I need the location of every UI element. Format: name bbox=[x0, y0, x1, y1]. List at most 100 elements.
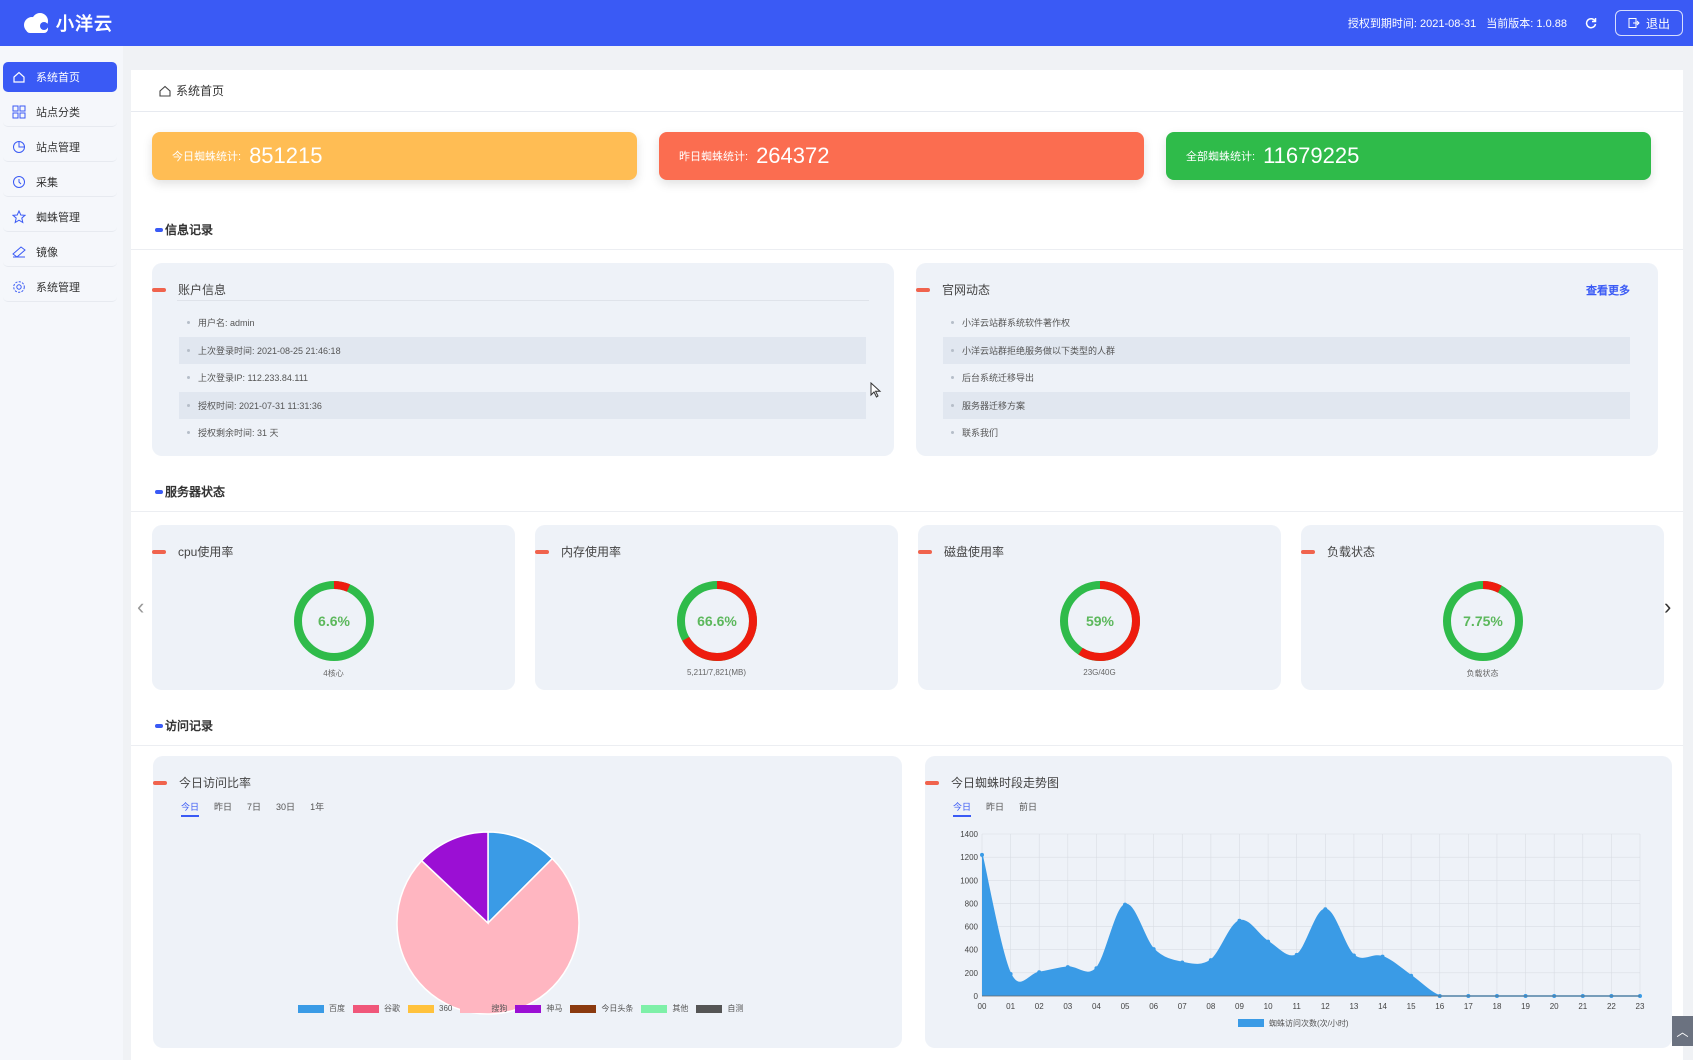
sidebar-item-collect[interactable]: 采集 bbox=[3, 167, 117, 197]
gauge: 6.6% bbox=[292, 579, 376, 663]
carousel-prev-icon[interactable]: ‹ bbox=[137, 594, 145, 619]
legend-label: 神马 bbox=[546, 1004, 563, 1013]
gauge-panel-disk: 磁盘使用率 59% 23G/40G bbox=[918, 525, 1281, 690]
gauge-ring bbox=[1060, 581, 1140, 661]
gauge-fill bbox=[1060, 581, 1140, 661]
sidebar-item-spider[interactable]: 蜘蛛管理 bbox=[3, 202, 117, 232]
data-point[interactable] bbox=[1008, 972, 1013, 977]
area-fill bbox=[982, 854, 1640, 996]
grid-icon bbox=[11, 104, 26, 119]
news-item[interactable]: 联系我们 bbox=[943, 419, 1630, 447]
logo[interactable]: 小洋云 bbox=[22, 10, 113, 36]
sidebar-item-label: 站点分类 bbox=[36, 106, 80, 119]
legend-label: 百度 bbox=[329, 1004, 345, 1013]
panel-title-text: cpu使用率 bbox=[178, 545, 234, 559]
gauge-subtitle: 23G/40G bbox=[1083, 668, 1116, 677]
gauge-value: 66.6% bbox=[697, 613, 737, 629]
tab-today[interactable]: 今日 bbox=[181, 800, 200, 817]
tab-1year[interactable]: 1年 bbox=[310, 802, 325, 812]
sidebar-item-mirror[interactable]: 镜像 bbox=[3, 237, 117, 267]
section-title-text: 信息记录 bbox=[165, 223, 214, 237]
data-point[interactable] bbox=[1208, 958, 1213, 963]
news-item[interactable]: 小洋云站群拒绝服务做以下类型的人群 bbox=[943, 336, 1630, 364]
tab-30days[interactable]: 30日 bbox=[276, 802, 296, 812]
stat-card-today: 今日蜘蛛统计: 851215 bbox=[152, 132, 637, 180]
data-point[interactable] bbox=[1151, 947, 1156, 952]
x-tick-label: 19 bbox=[1521, 1002, 1530, 1011]
panel-marker bbox=[918, 549, 932, 554]
data-point[interactable] bbox=[1123, 902, 1128, 907]
sidebar-item-site-category[interactable]: 站点分类 bbox=[3, 97, 117, 127]
news-item[interactable]: 服务器迁移方案 bbox=[943, 391, 1630, 419]
panel-title-text: 负载状态 bbox=[1327, 545, 1376, 559]
data-point[interactable] bbox=[1065, 965, 1070, 970]
data-point[interactable] bbox=[1409, 973, 1414, 978]
tab-yesterday[interactable]: 昨日 bbox=[214, 802, 233, 812]
panel-marker bbox=[535, 549, 549, 554]
view-more-link[interactable]: 查看更多 bbox=[1586, 285, 1630, 297]
section-marker bbox=[155, 489, 163, 494]
gauge-panel-memory: 内存使用率 66.6% 5,211/7,821(MB) bbox=[535, 525, 898, 690]
legend-item[interactable]: 360 bbox=[408, 1003, 452, 1014]
section-marker bbox=[155, 723, 163, 728]
gear-icon bbox=[11, 279, 26, 294]
clock-icon bbox=[11, 174, 26, 189]
legend-item[interactable]: 自测 bbox=[696, 1003, 743, 1014]
y-tick-label: 1000 bbox=[960, 876, 978, 885]
x-tick-label: 23 bbox=[1636, 1002, 1645, 1011]
gauge-subtitle: 负载状态 bbox=[1466, 669, 1499, 678]
panel-marker bbox=[153, 780, 167, 785]
data-point[interactable] bbox=[1351, 953, 1356, 958]
x-tick-label: 17 bbox=[1464, 1002, 1473, 1011]
y-tick-label: 1400 bbox=[960, 830, 978, 839]
carousel-next-icon[interactable]: › bbox=[1664, 594, 1672, 619]
sidebar-item-site-manage[interactable]: 站点管理 bbox=[3, 132, 117, 162]
data-point[interactable] bbox=[1037, 970, 1042, 975]
x-tick-label: 01 bbox=[1006, 1002, 1015, 1011]
data-point[interactable] bbox=[1180, 960, 1185, 965]
scroll-top-button[interactable]: ︿ bbox=[1672, 1016, 1693, 1046]
data-point[interactable] bbox=[1323, 907, 1328, 912]
list-item: 上次登录IP: 112.233.84.111 bbox=[179, 364, 866, 392]
legend-item[interactable]: 神马 bbox=[515, 1003, 562, 1014]
pie-slice[interactable] bbox=[420, 831, 489, 925]
tab-7days[interactable]: 7日 bbox=[247, 802, 262, 812]
legend-item[interactable]: 今日头条 bbox=[570, 1003, 633, 1014]
x-tick-label: 07 bbox=[1178, 1002, 1187, 1011]
panel-marker bbox=[925, 780, 939, 785]
sidebar-item-home[interactable]: 系统首页 bbox=[3, 62, 117, 92]
panel-marker bbox=[152, 287, 166, 292]
tab-day-before[interactable]: 前日 bbox=[1019, 802, 1038, 812]
version-text: 当前版本: 1.0.88 bbox=[1486, 18, 1567, 30]
data-point[interactable] bbox=[1294, 952, 1299, 957]
data-point[interactable] bbox=[1094, 966, 1099, 971]
data-point[interactable] bbox=[980, 852, 984, 857]
logout-button[interactable]: 退出 bbox=[1614, 10, 1683, 36]
pie-slice[interactable] bbox=[487, 831, 554, 925]
x-tick-label: 20 bbox=[1550, 1002, 1559, 1011]
legend-item[interactable]: 搜狗 bbox=[460, 1003, 507, 1014]
news-item[interactable]: 小洋云站群系统软件著作权 bbox=[943, 309, 1630, 337]
data-point[interactable] bbox=[1237, 918, 1242, 923]
data-point[interactable] bbox=[1266, 939, 1271, 944]
legend-item[interactable]: 其他 bbox=[641, 1003, 688, 1014]
refresh-icon[interactable] bbox=[1577, 9, 1605, 37]
tab-today[interactable]: 今日 bbox=[953, 800, 972, 817]
panel-title: 负载状态 bbox=[1301, 543, 1375, 560]
legend-item[interactable]: 谷歌 bbox=[353, 1003, 400, 1014]
gauge-fill bbox=[677, 581, 757, 661]
tab-yesterday[interactable]: 昨日 bbox=[986, 802, 1005, 812]
x-tick-label: 21 bbox=[1578, 1002, 1587, 1011]
sidebar-item-system[interactable]: 系统管理 bbox=[3, 272, 117, 302]
stat-value: 851215 bbox=[249, 143, 323, 168]
gauge-subtitle: 5,211/7,821(MB) bbox=[687, 668, 746, 677]
pie-slice[interactable] bbox=[396, 857, 580, 1015]
legend-swatch bbox=[515, 1004, 542, 1013]
list-item: 授权剩余时间: 31 天 bbox=[179, 419, 866, 447]
legend-item[interactable]: 百度 bbox=[298, 1003, 345, 1014]
news-item[interactable]: 后台系统迁移导出 bbox=[943, 364, 1630, 392]
x-tick-label: 03 bbox=[1063, 1002, 1072, 1011]
data-point[interactable] bbox=[1380, 954, 1385, 959]
legend-swatch bbox=[460, 1004, 487, 1013]
sidebar-item-label: 蜘蛛管理 bbox=[36, 211, 80, 224]
